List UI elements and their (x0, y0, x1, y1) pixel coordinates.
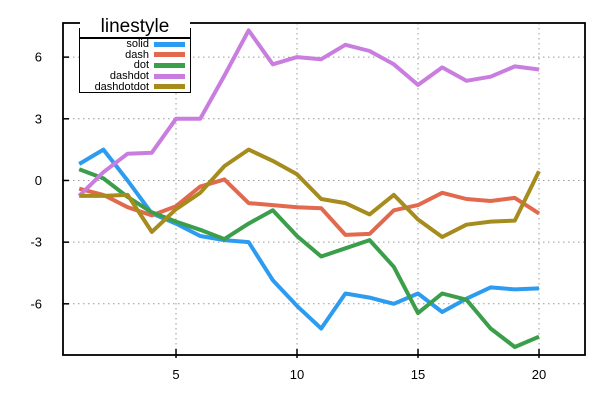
series-line-dashdotdot (79, 147, 541, 239)
plot-border (62, 22, 586, 356)
series-line-dashdot (77, 28, 540, 198)
y-tick-label: 0 (35, 173, 42, 188)
legend-item-dashdot: dashdot (80, 71, 190, 82)
x-tick-label: 20 (532, 367, 546, 382)
legend-color-swatch (154, 52, 185, 58)
legend-item-label: dash (125, 48, 149, 61)
y-tick-label: 3 (35, 111, 42, 126)
y-tick-label: -3 (30, 235, 42, 250)
legend-item-dashdotdot: dashdotdot (80, 81, 190, 92)
legend-item-label: dot (133, 59, 149, 72)
legend: linestyle solid dash dot dashdot dashdotdot (79, 16, 191, 93)
x-tick-label: 10 (290, 367, 304, 382)
legend-color-swatch (154, 62, 185, 68)
legend-rows: solid dash dot dashdot dashdotdot (80, 39, 190, 92)
x-tick-label: 15 (411, 367, 425, 382)
legend-item-dot: dot (80, 60, 190, 71)
x-tick-label: 5 (172, 367, 179, 382)
series-line-dot (78, 167, 540, 349)
y-tick-label: -6 (30, 296, 42, 311)
legend-color-swatch (154, 84, 185, 90)
legend-color-swatch (154, 41, 185, 47)
legend-item-label: dashdotdot (94, 80, 149, 93)
legend-item-label: solid (126, 38, 149, 51)
legend-item-label: dashdot (109, 70, 149, 83)
y-tick-label: 6 (35, 50, 42, 65)
legend-item-dash: dash (80, 48, 190, 61)
legend-color-swatch (154, 73, 185, 79)
legend-item-solid: solid (80, 39, 190, 50)
legend-title: linestyle (80, 16, 190, 39)
